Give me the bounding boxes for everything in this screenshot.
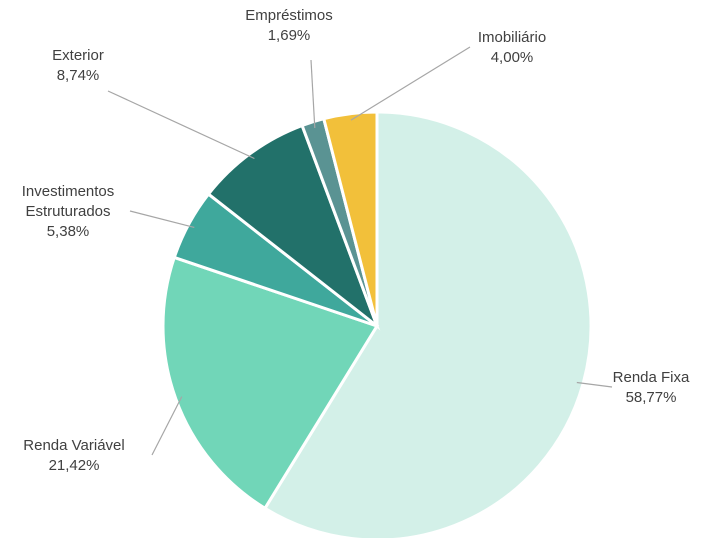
leader-line-renda-fixa	[576, 381, 613, 388]
slice-label-imobiliario: Imobiliário 4,00%	[478, 29, 546, 66]
slice-label-exterior: Exterior 8,74%	[52, 47, 104, 84]
slice-category-label: Renda Fixa	[613, 369, 690, 386]
slice-category-label: Investimentos	[22, 183, 115, 200]
slice-value-label: 4,00%	[491, 49, 534, 66]
slice-labels: Renda Fixa 58,77% Renda Variável 21,42% Inve…	[22, 7, 690, 474]
leader-line-investimentos-estruturados	[129, 210, 195, 228]
slice-label-investimentos-estruturados: Investimentos Estruturados 5,38%	[22, 183, 115, 240]
slice-value-label: 21,42%	[49, 457, 100, 474]
leader-lines	[107, 46, 613, 456]
slice-value-label: 1,69%	[268, 27, 311, 44]
slice-category-label: Estruturados	[25, 203, 110, 220]
pie-slice-imobiliario	[321, 110, 379, 327]
slice-category-label: Imobiliário	[478, 29, 546, 46]
slice-label-renda-variavel: Renda Variável 21,42%	[23, 437, 124, 474]
slice-category-label: Exterior	[52, 47, 104, 64]
leader-line-exterior	[107, 90, 255, 160]
slice-value-label: 58,77%	[626, 389, 677, 406]
pie-slice-renda-variavel	[161, 255, 380, 511]
slice-category-label: Renda Variável	[23, 437, 124, 454]
pie-slice-renda-fixa	[262, 110, 593, 538]
leader-line-emprestimos	[310, 59, 316, 129]
slice-value-label: 5,38%	[47, 223, 90, 240]
slice-label-renda-fixa: Renda Fixa 58,77%	[613, 369, 690, 406]
slice-category-label: Empréstimos	[245, 7, 333, 24]
pie-slices	[161, 110, 593, 538]
slice-label-emprestimos: Empréstimos 1,69%	[245, 7, 333, 44]
pie-slice-exterior	[206, 123, 381, 331]
leader-line-renda-variavel	[151, 396, 183, 456]
leader-line-imobiliario	[350, 46, 471, 121]
slice-value-label: 8,74%	[57, 67, 100, 84]
